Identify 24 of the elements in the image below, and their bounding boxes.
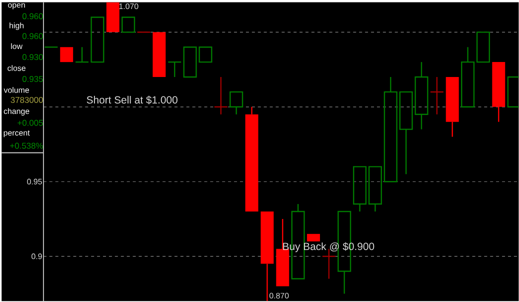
candlestick [245, 106, 258, 212]
candlestick [90, 16, 104, 63]
text: +0.538% [10, 142, 43, 149]
annotation: Short Sell at $1.000 [86, 96, 178, 104]
text: 0.930 [22, 54, 43, 60]
candlestick [368, 166, 382, 212]
candlestick [230, 92, 244, 116]
text: 0.960 [22, 13, 43, 20]
text: 3783000 [10, 97, 43, 104]
candlestick [353, 166, 367, 212]
text: 0.935 [22, 76, 43, 82]
candlestick [152, 32, 166, 78]
candlestick [60, 47, 74, 62]
candlestick [492, 62, 506, 123]
candlestick [384, 76, 398, 182]
candlestick [476, 32, 490, 63]
candlestick [507, 76, 519, 108]
text: +0.005 [18, 120, 43, 126]
candlestick [446, 77, 459, 138]
candlestick [122, 16, 136, 33]
candlestick [106, 2, 120, 32]
candlestick [307, 234, 320, 242]
candlestick [461, 46, 475, 108]
text: 0.960 [22, 33, 43, 40]
